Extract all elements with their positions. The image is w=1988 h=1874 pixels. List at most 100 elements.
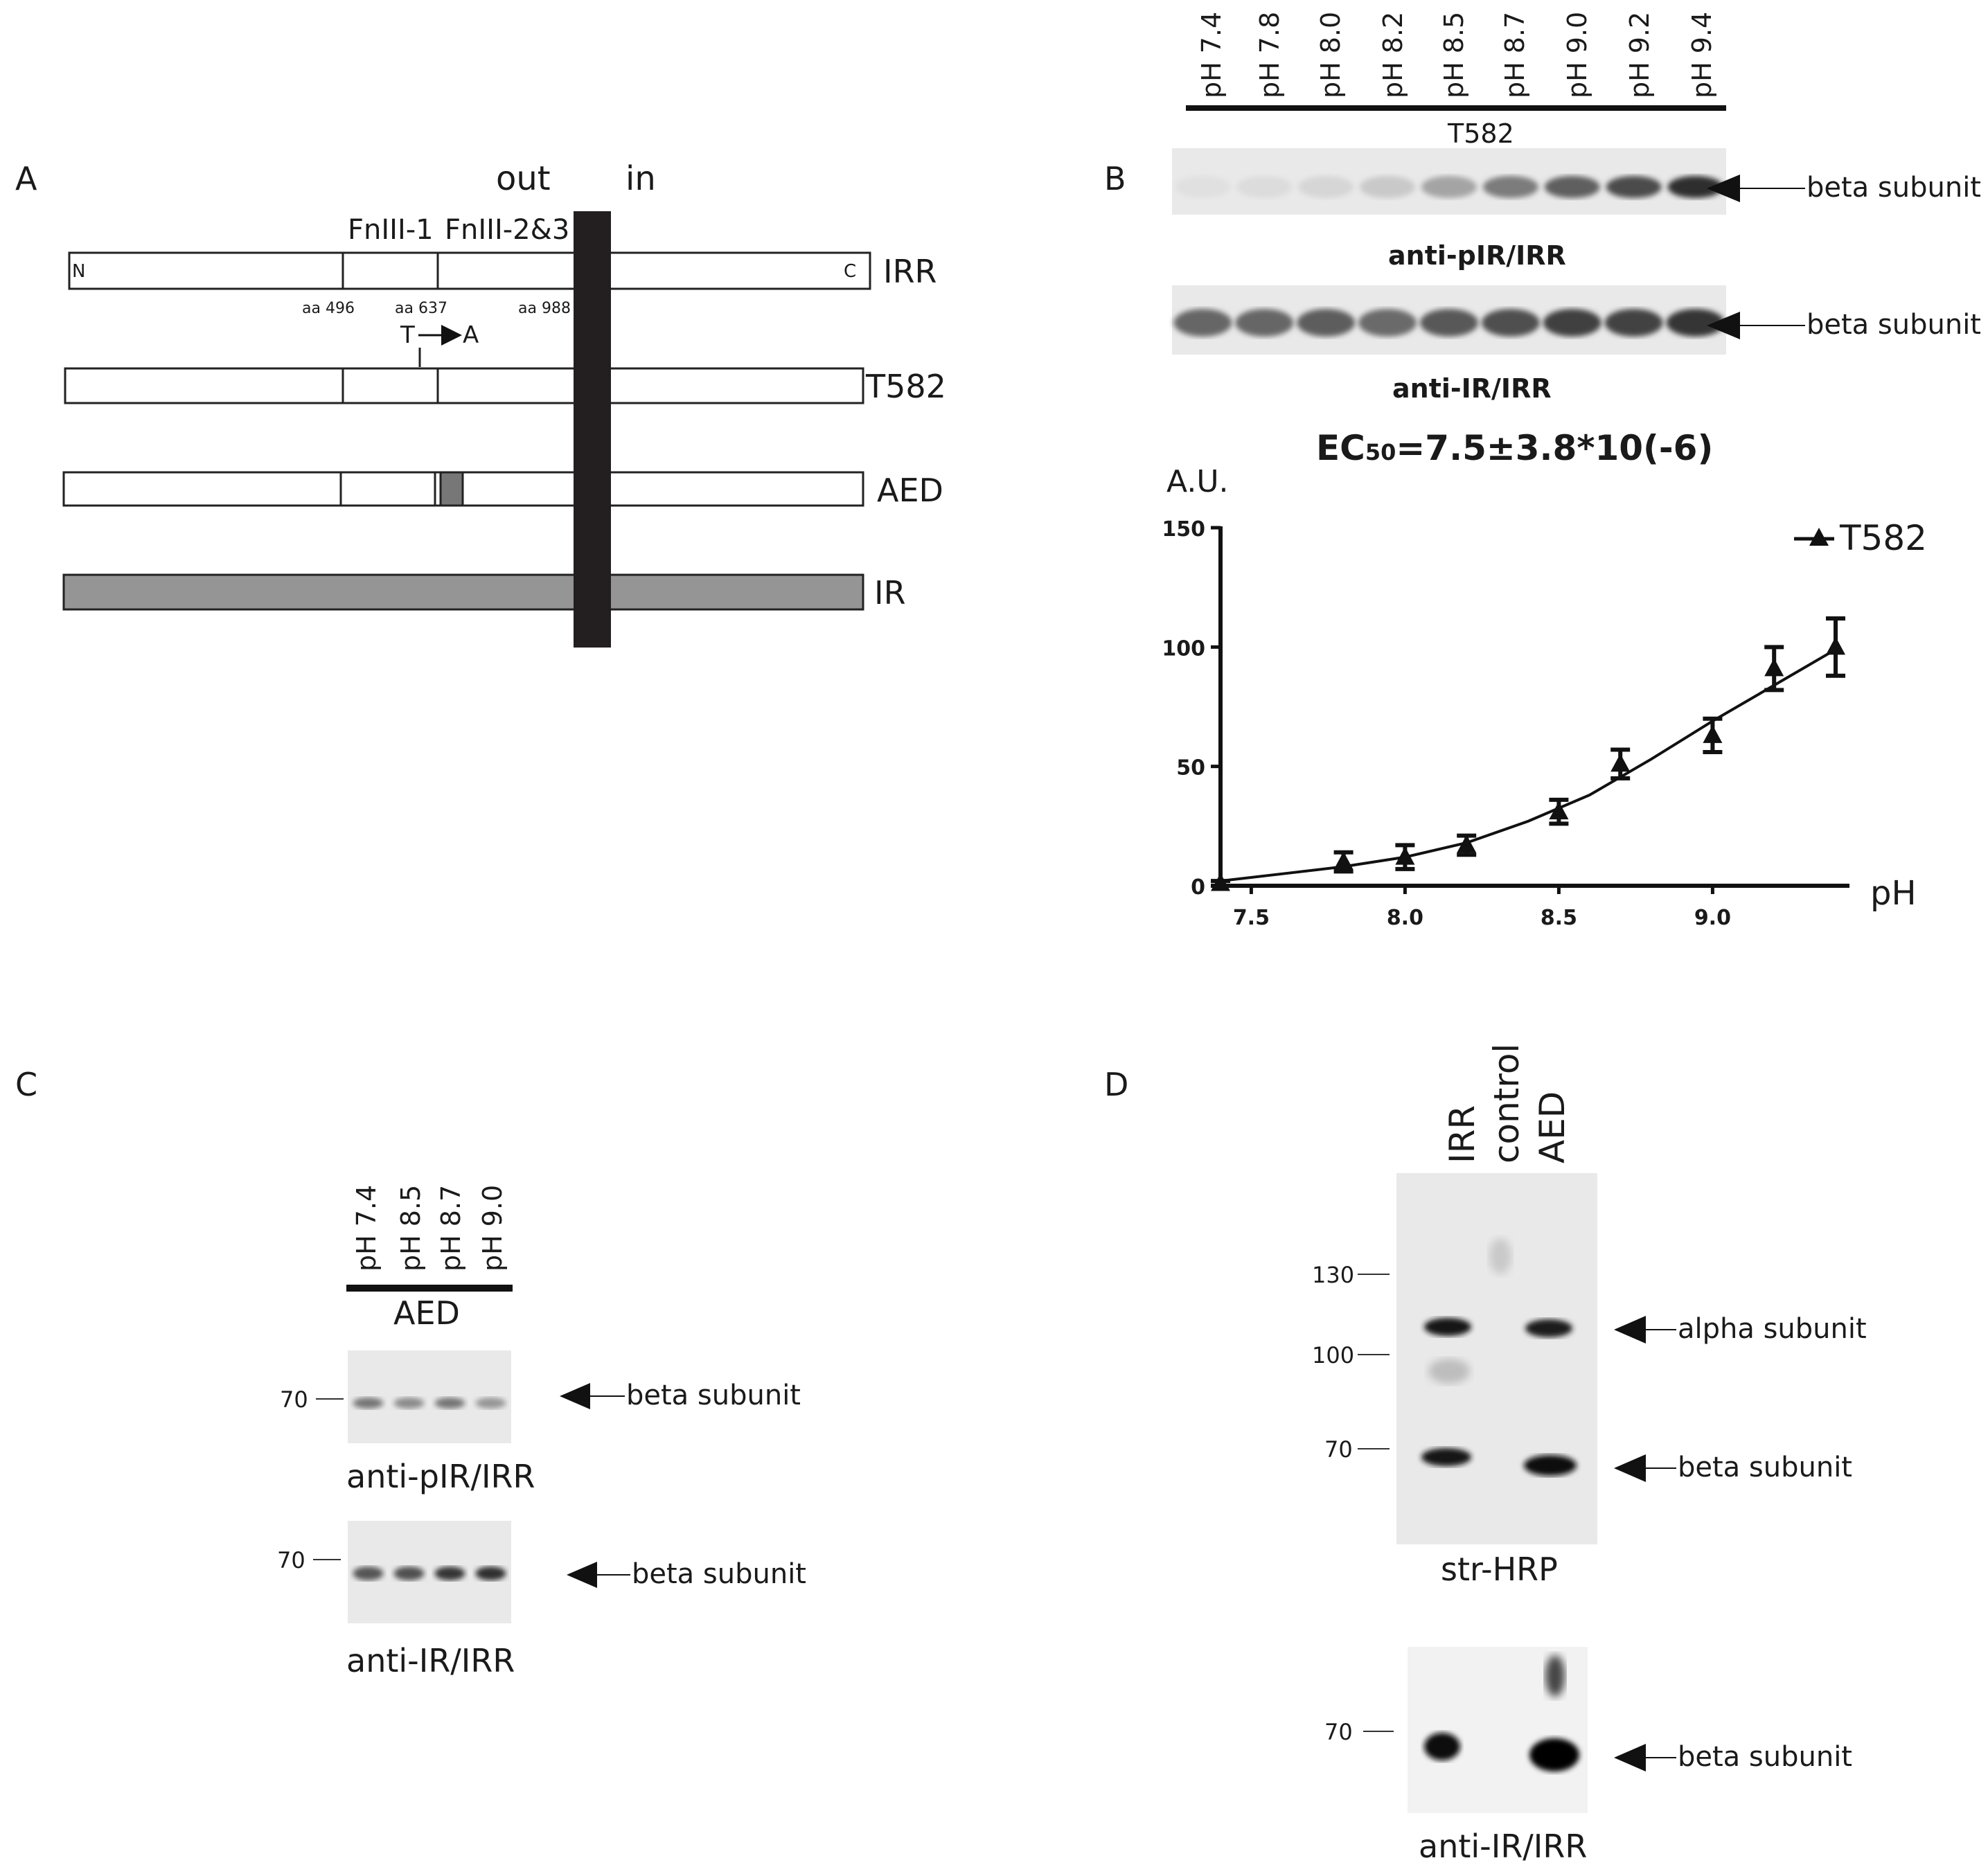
lane-label: pH 8.7: [1500, 12, 1530, 98]
blot-d-total: 70 anti-IR/IRR: [1324, 1647, 1588, 1865]
panel-b: B pH 7.4 pH 7.8 pH 8.0 pH 8.2 pH 8.5 pH …: [1104, 12, 1981, 930]
x-tick-label: 8.0: [1387, 906, 1423, 930]
band-beta-total-aed: [1529, 1738, 1579, 1772]
blot-band: [475, 1567, 506, 1580]
construct-ir: IR: [62, 573, 906, 612]
n-terminus-label: N: [72, 261, 85, 282]
lane-label: pH 9.4: [1687, 12, 1717, 98]
band-pointer-b2: beta subunit: [1707, 309, 1981, 341]
panel-d: D IRR control AED 130 100 70 str-HRP al: [1104, 1044, 1867, 1865]
beta-subunit-label-d1: beta subunit: [1678, 1452, 1852, 1483]
group-label-b: T582: [1447, 118, 1514, 149]
construct-label-ir: IR: [874, 574, 906, 612]
data-point: [1457, 833, 1477, 857]
blot-caption-d1: str-HRP: [1441, 1551, 1558, 1588]
ec50-annotation: EC50=7.5±3.8*10(-6): [1316, 428, 1713, 468]
band-alpha-irr: [1424, 1318, 1471, 1336]
background-smear: [1428, 1359, 1470, 1384]
blot-band: [1481, 309, 1540, 337]
panel-b-letter: B: [1104, 160, 1126, 197]
blot-band: [1606, 176, 1662, 198]
y-tick-label: 50: [1176, 756, 1205, 780]
background-smear: [1489, 1238, 1511, 1274]
band-pointer-b1: beta subunit: [1707, 172, 1981, 204]
data-point: [1764, 645, 1784, 693]
chart: A.U. pH 0 50 100 150 7.5 8.0 8.5 9.0 T582: [1162, 464, 1927, 930]
lane-label: pH 9.0: [1562, 12, 1592, 98]
beta-pointer-d1: beta subunit: [1614, 1452, 1852, 1483]
c-terminus-label: C: [844, 261, 856, 282]
blot-band: [1604, 309, 1663, 337]
membrane-out-label: out: [496, 159, 551, 198]
lane-label: pH 7.4: [351, 1185, 382, 1271]
blot-band: [1175, 176, 1231, 198]
blot-band: [1173, 309, 1232, 337]
blot-caption-b2: anti-IR/IRR: [1392, 373, 1552, 404]
blot-band: [1236, 176, 1293, 198]
construct-label-aed: AED: [877, 472, 943, 509]
blot-band: [1358, 309, 1417, 337]
data-point: [1549, 797, 1569, 826]
blot-band: [475, 1398, 506, 1409]
blot-band: [434, 1398, 465, 1409]
marker-130: 130: [1312, 1262, 1354, 1288]
lane-label-control: control: [1486, 1044, 1527, 1163]
blot-caption-b1: anti-pIR/IRR: [1388, 240, 1566, 271]
construct-aed: AED: [62, 471, 943, 509]
band-label-b2: beta subunit: [1807, 309, 1981, 341]
construct-label-t582: T582: [865, 368, 946, 405]
blot-band: [393, 1567, 425, 1580]
legend-marker: [1809, 528, 1829, 546]
blot-caption-d2: anti-IR/IRR: [1419, 1828, 1587, 1865]
lane-label: pH 9.0: [477, 1185, 508, 1271]
blot-band: [1482, 176, 1538, 198]
legend: T582: [1794, 518, 1927, 558]
aa-988-label: aa 988: [518, 300, 571, 317]
data-point: [1211, 873, 1230, 891]
band-label-b1: beta subunit: [1807, 172, 1981, 204]
marker-70-d2: 70: [1324, 1719, 1353, 1745]
beta-subunit-label-d2: beta subunit: [1678, 1741, 1852, 1773]
blot-band: [1667, 176, 1723, 198]
alpha-subunit-label: alpha subunit: [1678, 1313, 1867, 1345]
y-tick-label: 0: [1191, 875, 1205, 900]
blot-band: [1666, 309, 1725, 337]
blot-band: [353, 1567, 384, 1580]
lane-label: pH 8.5: [396, 1185, 426, 1271]
data-point: [1826, 616, 1845, 678]
panel-a-letter: A: [15, 160, 37, 197]
panel-a: A out in FnIII-1 FnIII-2&3 N C IRR aa 49…: [15, 159, 946, 648]
lane-label: pH 8.2: [1378, 12, 1408, 98]
blot-band: [1235, 309, 1294, 337]
data-point: [1333, 850, 1354, 874]
marker-100: 100: [1312, 1342, 1354, 1368]
domain-fn23-label: FnIII-2&3: [445, 214, 569, 246]
construct-irr: N C IRR aa 496 aa 637 aa 988: [68, 251, 937, 317]
band-pointer-c1: beta subunit: [560, 1380, 801, 1411]
blot-band: [1544, 176, 1600, 198]
data-point: [1610, 747, 1631, 780]
blot-band: [1298, 176, 1354, 198]
blot-band: [434, 1567, 465, 1580]
x-axis-label: pH: [1870, 874, 1917, 913]
data-point: [1395, 843, 1415, 871]
construct-t582: T582: [64, 367, 946, 405]
aed-swapped-domain: [439, 471, 464, 507]
blot-band: [1543, 309, 1601, 337]
lane-label: pH 8.5: [1439, 12, 1469, 98]
fit-curve: [1220, 648, 1837, 883]
blot-band: [1360, 176, 1416, 198]
legend-label-t582: T582: [1839, 518, 1927, 558]
lane-label: pH 7.4: [1196, 12, 1227, 98]
blot-b-total: anti-IR/IRR: [1172, 285, 1726, 404]
y-tick-label: 150: [1162, 517, 1205, 542]
lane-label: pH 8.0: [1315, 12, 1346, 98]
cell-membrane: [574, 211, 611, 648]
marker-70-c2: 70: [277, 1547, 305, 1573]
aa-496-label: aa 496: [302, 300, 355, 317]
lane-label: pH 9.2: [1624, 12, 1655, 98]
blot-band: [1420, 309, 1478, 337]
x-tick-label: 9.0: [1694, 906, 1731, 930]
x-tick-label: 7.5: [1233, 906, 1270, 930]
